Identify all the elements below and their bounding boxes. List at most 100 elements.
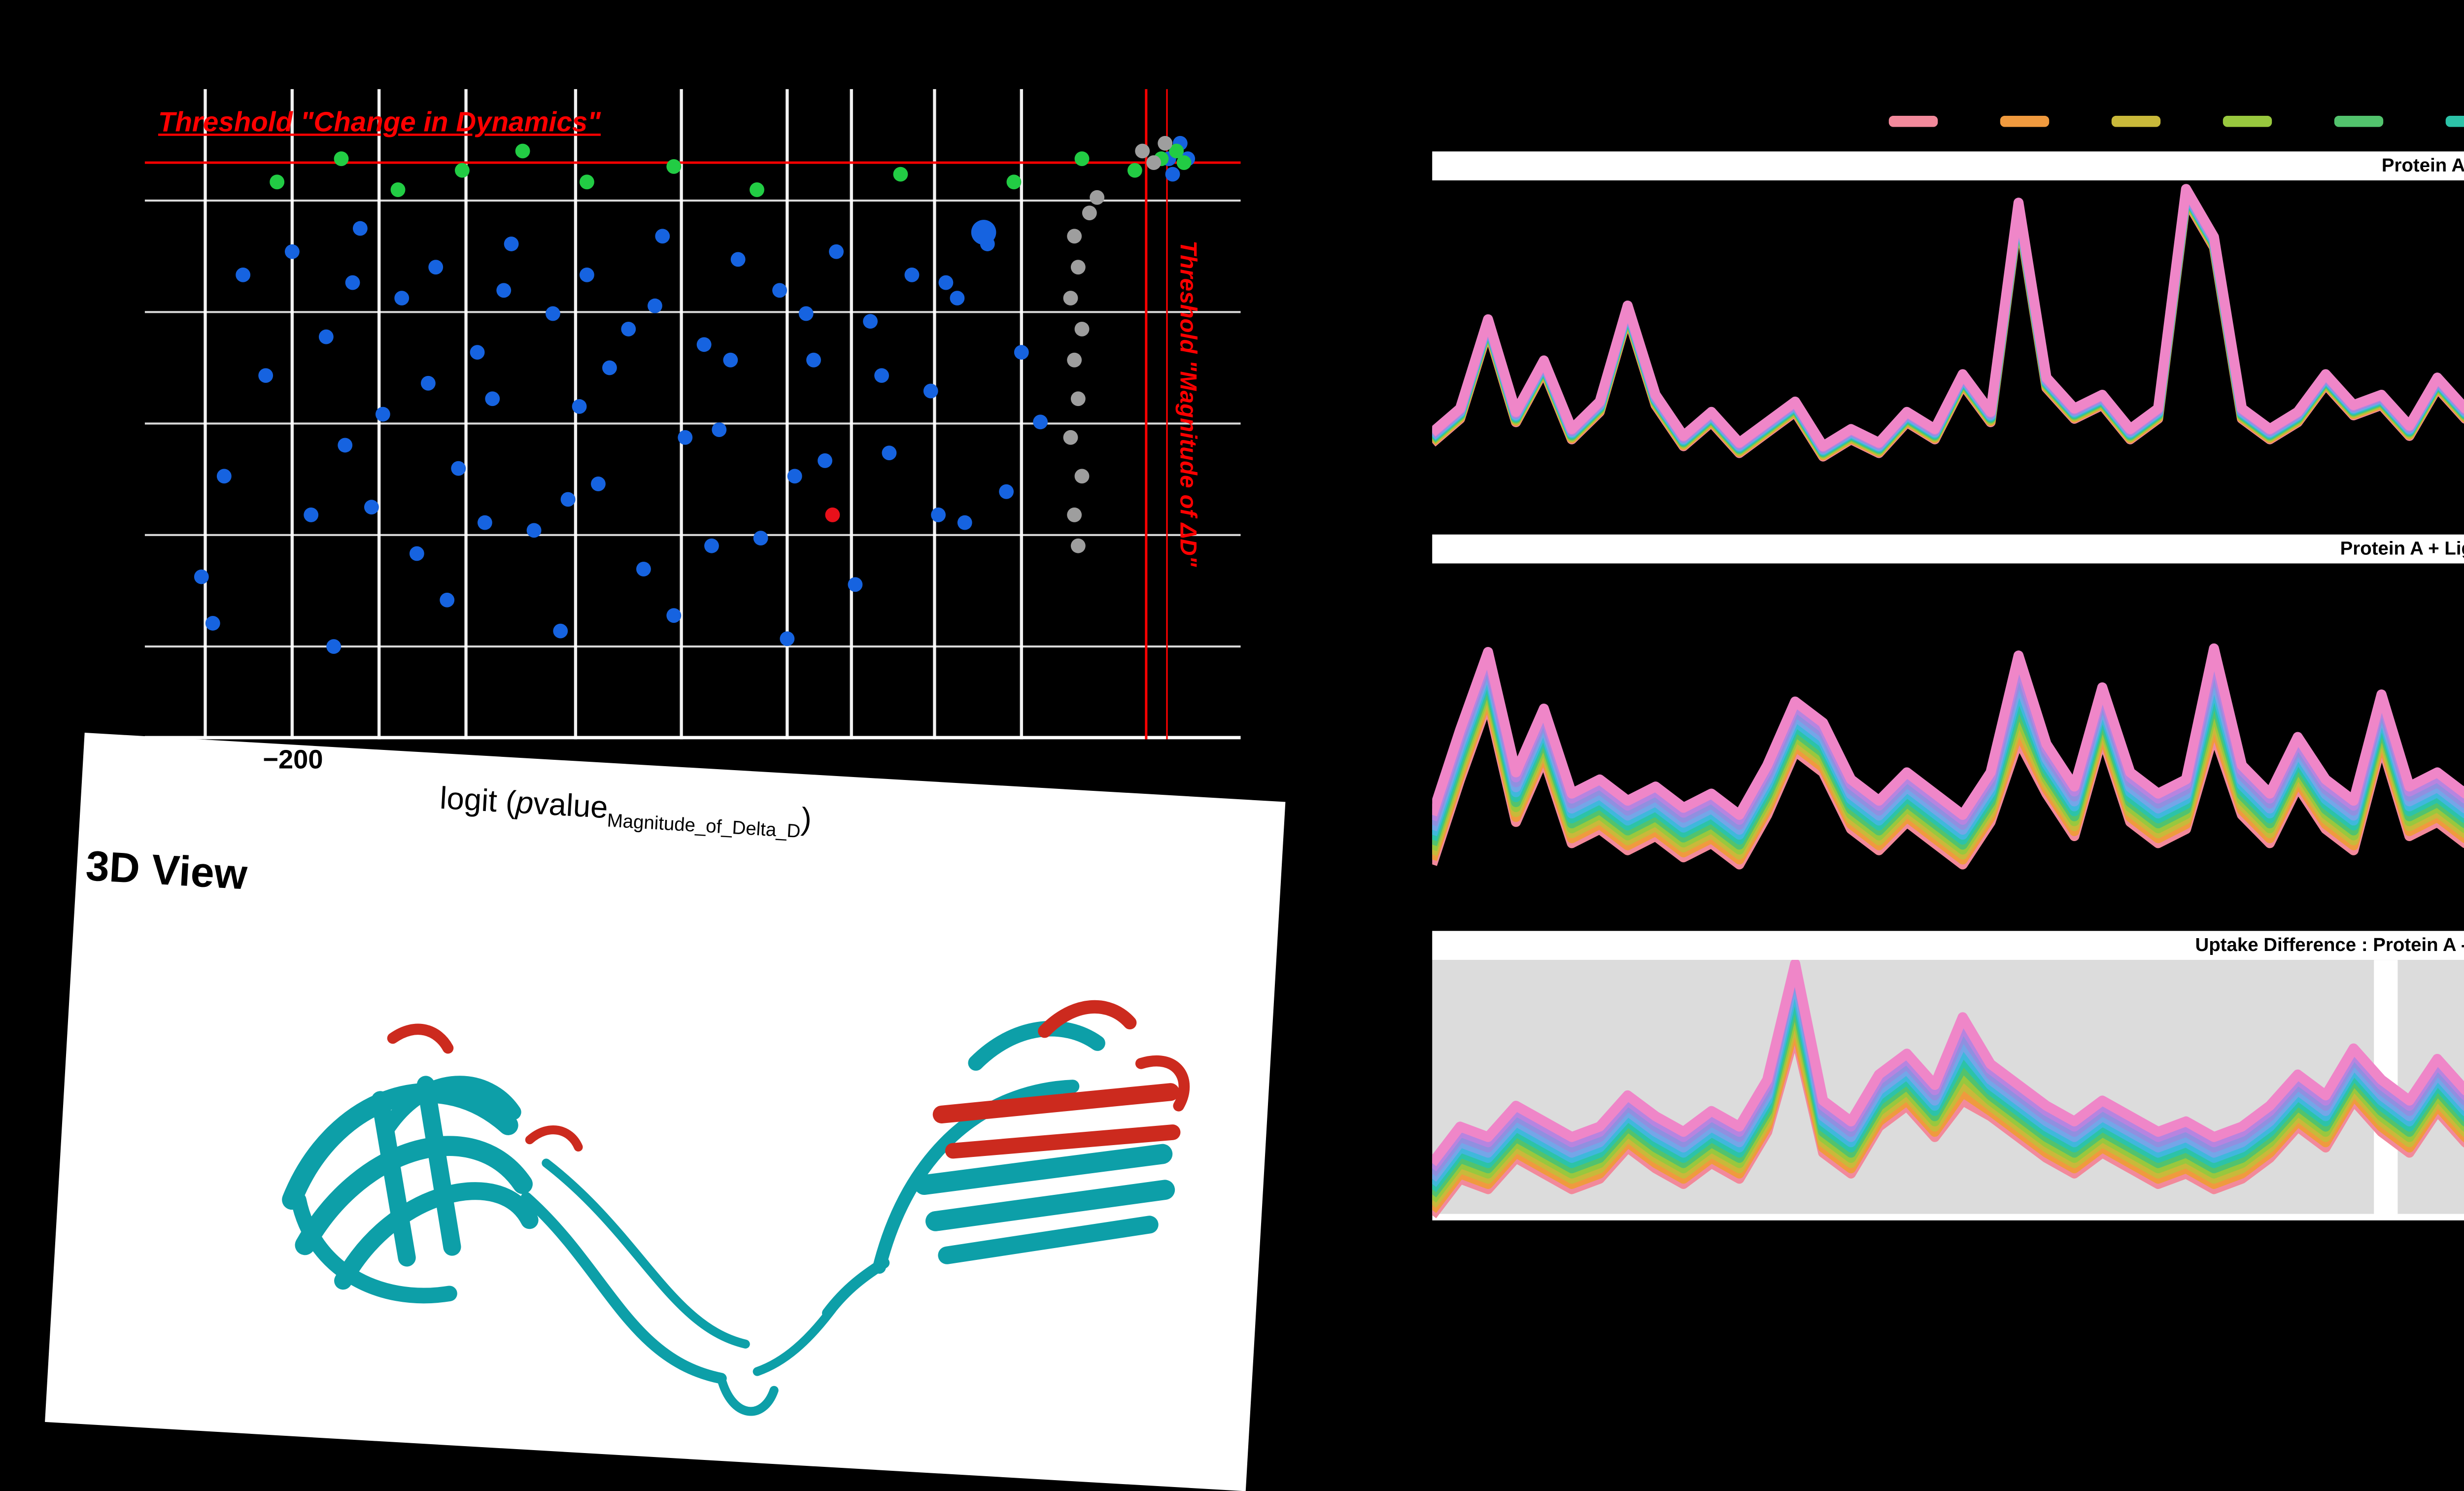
scatter-point[interactable] [236, 267, 251, 282]
scatter-point[interactable] [1135, 143, 1150, 159]
uptake-chart-protein-a-ligand-svg[interactable] [1432, 564, 2464, 918]
scatter-point[interactable] [338, 438, 353, 453]
scatter-point[interactable] [334, 151, 349, 167]
scatter-point[interactable] [526, 523, 542, 538]
scatter-point[interactable] [591, 476, 606, 492]
scatter-point[interactable] [580, 267, 594, 282]
scatter-point[interactable] [1082, 205, 1097, 221]
scatter-point[interactable] [485, 391, 500, 407]
scatter-point[interactable] [194, 569, 209, 584]
scatter-point[interactable] [678, 430, 693, 445]
scatter-point[interactable] [999, 484, 1014, 499]
scatter-point[interactable] [572, 399, 587, 414]
scatter-point[interactable] [602, 360, 617, 375]
scatter-point[interactable] [1090, 190, 1105, 205]
scatter-point[interactable] [258, 368, 274, 383]
legend-swatch-series-5[interactable] [2334, 116, 2384, 126]
scatter-point[interactable] [1146, 155, 1162, 170]
legend-swatch-series-1[interactable] [1888, 116, 1938, 126]
scatter-point[interactable] [560, 492, 576, 507]
scatter-point[interactable] [477, 515, 492, 530]
scatter-point[interactable] [931, 508, 946, 522]
scatter-point[interactable] [440, 592, 455, 608]
scatter-point[interactable] [806, 352, 821, 368]
uptake-chart-protein-a-svg[interactable] [1432, 180, 2464, 523]
legend-swatch-series-6[interactable] [2445, 116, 2464, 126]
scatter-point[interactable] [553, 623, 568, 639]
scatter-point[interactable] [1070, 538, 1086, 553]
scatter-point[interactable] [787, 469, 802, 484]
scatter-point[interactable] [1063, 291, 1078, 305]
scatter-point[interactable] [848, 577, 863, 592]
scatter-point[interactable] [923, 383, 938, 399]
scatter-point[interactable] [772, 283, 787, 298]
scatter-point[interactable] [825, 508, 840, 522]
legend-swatch-series-3[interactable] [2111, 116, 2161, 126]
scatter-point[interactable] [409, 546, 424, 561]
scatter-point[interactable] [352, 221, 368, 236]
scatter-point[interactable] [957, 515, 972, 530]
scatter-point[interactable] [1033, 414, 1048, 430]
scatter-point[interactable] [723, 352, 738, 368]
scatter-point[interactable] [696, 337, 712, 352]
scatter-point[interactable] [1158, 136, 1173, 151]
scatter-point[interactable] [648, 298, 662, 313]
scatter-point[interactable] [666, 159, 682, 174]
scatter-point[interactable] [1074, 151, 1090, 167]
legend-swatch-series-2[interactable] [2000, 116, 2050, 126]
scatter-point[interactable] [318, 329, 334, 344]
uptake-trace-series-11[interactable] [1432, 189, 2464, 446]
scatter-point[interactable] [454, 163, 470, 178]
scatter-point[interactable] [1067, 229, 1082, 244]
scatter-point[interactable] [1063, 430, 1078, 445]
scatter-point[interactable] [818, 453, 832, 468]
protein-ribbon-3d[interactable] [157, 904, 1254, 1477]
scatter-point[interactable] [375, 407, 390, 422]
uptake-trace-series-11[interactable] [1432, 964, 2464, 1163]
scatter-point[interactable] [1074, 321, 1090, 337]
scatter-point[interactable] [364, 500, 379, 515]
scatter-point[interactable] [1014, 345, 1029, 360]
scatter-point[interactable] [655, 229, 670, 244]
scatter-point[interactable] [216, 469, 232, 484]
scatter-point[interactable] [874, 368, 889, 383]
scatter-point[interactable] [270, 174, 285, 190]
uptake-difference-chart[interactable] [1432, 960, 2464, 1220]
scatter-point[interactable] [893, 167, 908, 182]
scatter-point[interactable] [504, 237, 519, 251]
scatter-point[interactable] [420, 375, 436, 391]
scatter-point[interactable] [205, 615, 220, 631]
scatter-point[interactable] [1070, 391, 1086, 407]
scatter-point[interactable] [428, 260, 444, 275]
scatter-point[interactable] [284, 244, 300, 259]
volcano-scatter-svg[interactable] [144, 89, 1241, 740]
scatter-point[interactable] [950, 291, 965, 305]
scatter-point[interactable] [1067, 352, 1082, 368]
scatter-point[interactable] [712, 422, 727, 438]
scatter-point-large[interactable] [971, 220, 996, 245]
uptake-chart-protein-a[interactable] [1432, 180, 2464, 523]
scatter-point[interactable] [780, 631, 795, 646]
uptake-chart-protein-a-ligand[interactable] [1432, 564, 2464, 918]
scatter-point[interactable] [938, 275, 954, 290]
scatter-point[interactable] [750, 182, 764, 197]
scatter-point[interactable] [1070, 260, 1086, 275]
scatter-point[interactable] [394, 291, 410, 305]
scatter-point[interactable] [666, 608, 682, 623]
scatter-point[interactable] [1006, 174, 1022, 190]
scatter-point[interactable] [546, 306, 560, 321]
scatter-point[interactable] [1176, 155, 1192, 170]
scatter-point[interactable] [390, 182, 406, 197]
scatter-point[interactable] [1169, 143, 1184, 159]
scatter-point[interactable] [345, 275, 360, 290]
scatter-point[interactable] [515, 143, 530, 159]
scatter-point[interactable] [829, 244, 844, 259]
scatter-point[interactable] [753, 531, 768, 545]
scatter-point[interactable] [730, 252, 746, 267]
scatter-point[interactable] [798, 306, 814, 321]
legend-swatch-series-4[interactable] [2223, 116, 2272, 126]
uptake-trace-series-11[interactable] [1432, 569, 2464, 814]
3d-view-card[interactable]: 3D View [45, 733, 1286, 1491]
scatter-point[interactable] [326, 639, 342, 654]
scatter-point[interactable] [1165, 167, 1180, 182]
